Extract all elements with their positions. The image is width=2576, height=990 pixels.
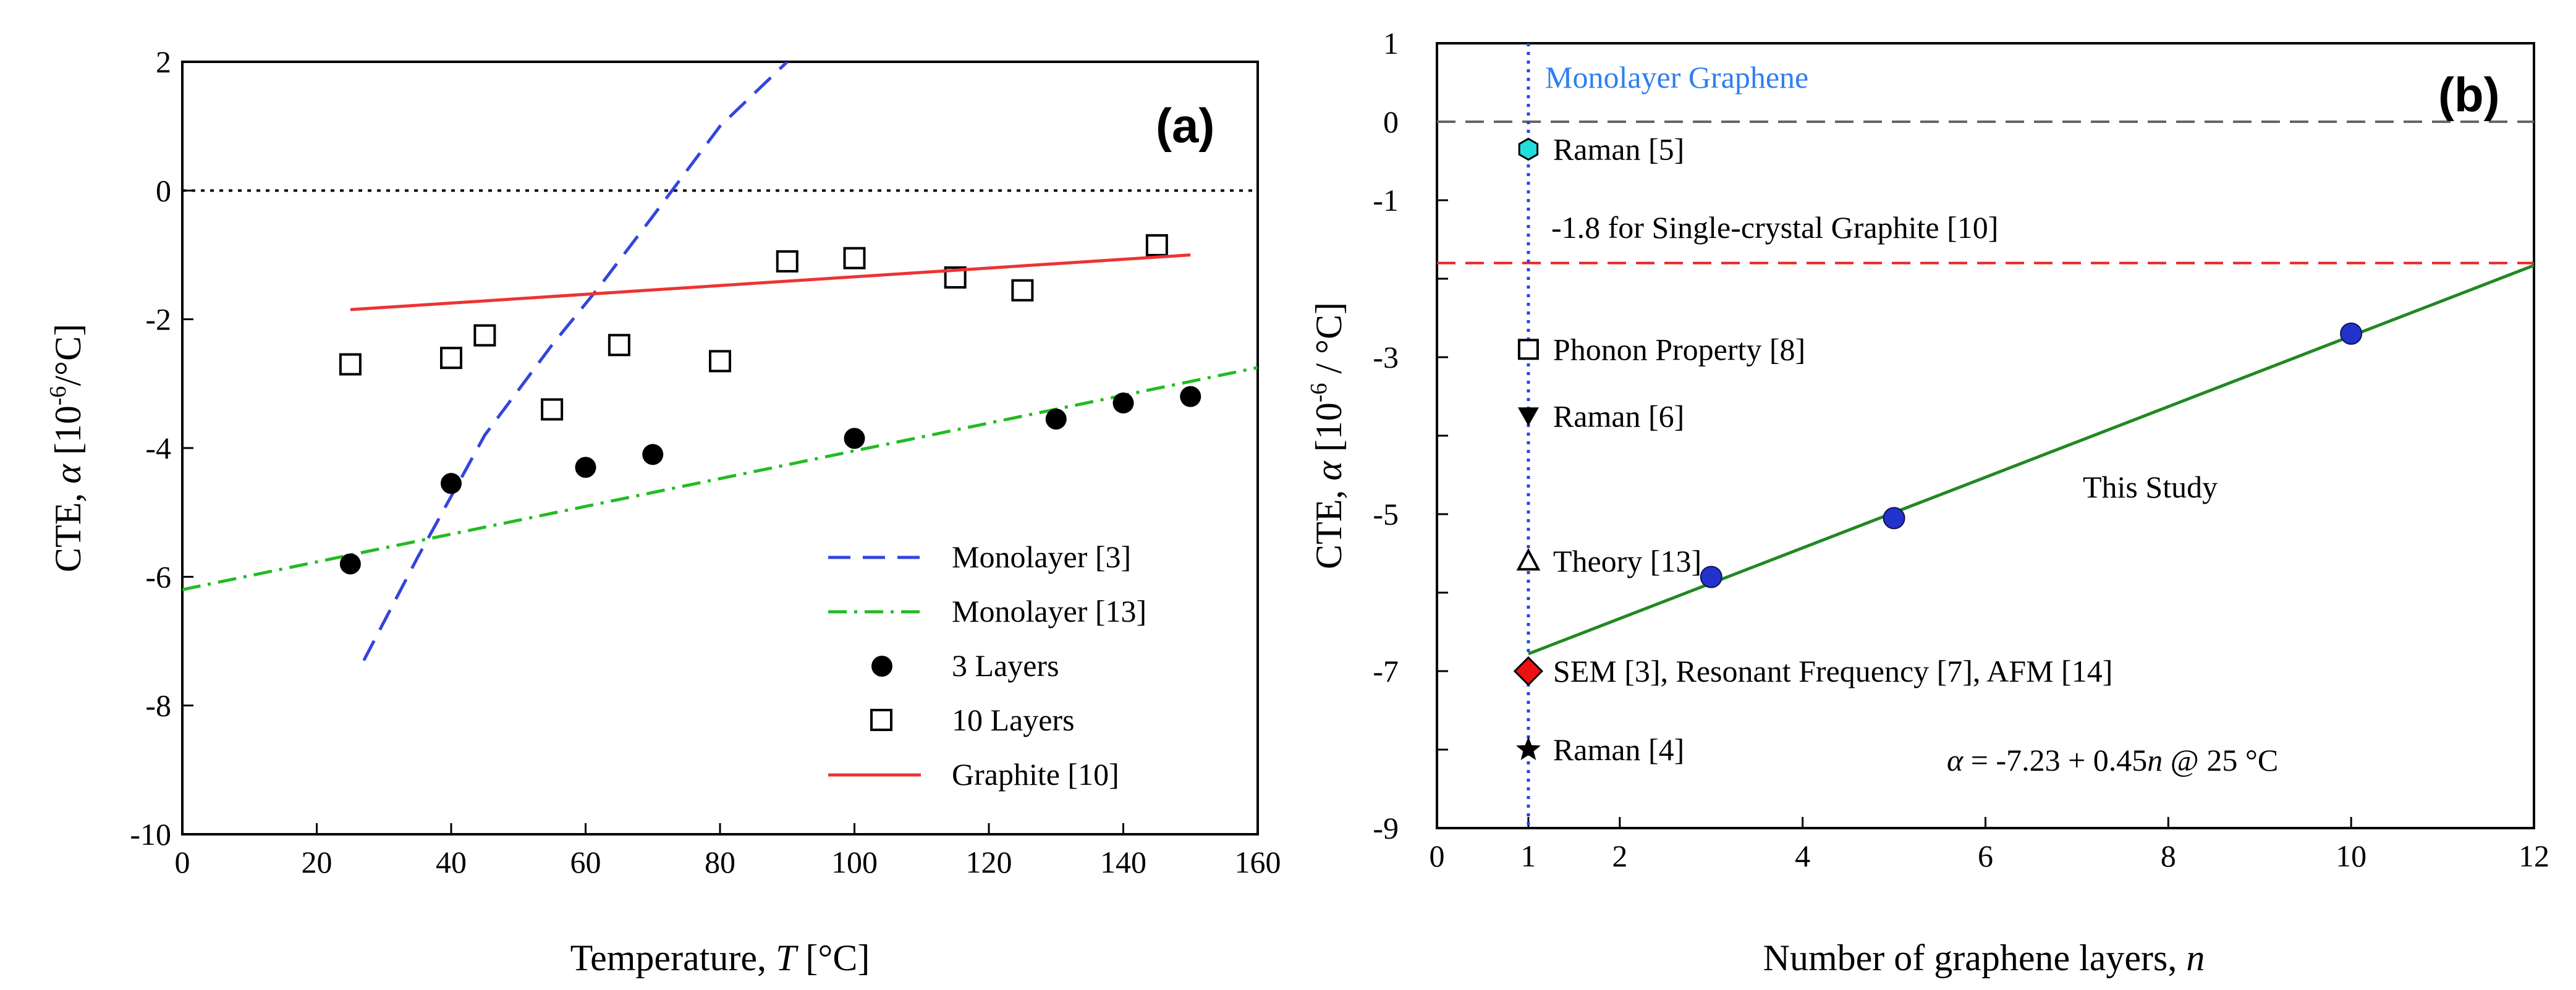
10-layers-point	[440, 347, 462, 370]
x-tick-label: 120	[966, 845, 1012, 879]
legend-monolayer3-label: Monolayer [3]	[952, 539, 1131, 574]
y-tick-label: -1	[1373, 183, 1399, 218]
y-tick-label: -7	[1373, 654, 1399, 688]
panel-a-frame	[181, 61, 1259, 836]
x-tick-label: 10	[2336, 839, 2366, 873]
x-tick-label: 20	[302, 845, 333, 879]
legend-10layers-marker	[870, 709, 892, 731]
legend-graphite-label: Graphite [10]	[952, 757, 1119, 792]
x-tick-label: 4	[1795, 839, 1810, 873]
3-layers-point	[1112, 392, 1134, 414]
10-layers-point	[339, 353, 362, 376]
panel-b-y-axis-label: CTE, α [10-6 / °C]	[1306, 302, 1349, 569]
10-layers-point	[776, 250, 799, 273]
legend-3layers-marker	[871, 656, 892, 677]
3-layers-point	[642, 444, 664, 465]
graphite-10-line	[350, 253, 1191, 311]
panel-b-points: Raman [5] Phonon Property [8] Raman [6] The…	[1513, 132, 2363, 767]
x-tick-label: 6	[1978, 839, 1993, 873]
y-tick-label: -2	[145, 302, 171, 337]
y-tick-label: 0	[1383, 104, 1399, 139]
x-tick-label: 1	[1520, 839, 1536, 873]
3-layers-point	[844, 428, 865, 449]
fit-equation: α = -7.23 + 0.45n @ 25 °C	[1947, 743, 2278, 777]
panel-b-reference-lines	[1437, 43, 2534, 828]
3-layers-point	[1045, 408, 1067, 430]
this-study-label: This Study	[2083, 470, 2218, 504]
y-tick-label: 1	[1383, 26, 1399, 61]
3-layers-point	[1180, 386, 1201, 407]
x-tick-label: 60	[570, 845, 601, 879]
x-tick-label: 12	[2519, 839, 2549, 873]
linear-fit-line	[1528, 264, 2535, 656]
x-tick-label: 140	[1100, 845, 1146, 879]
10-layers-point	[709, 350, 731, 373]
y-tick-label: 2	[156, 44, 171, 79]
panel-b-label: (b)	[2438, 67, 2500, 122]
raman-6-marker	[1517, 407, 1539, 426]
3-layers-point	[575, 457, 596, 478]
10-layers-point	[843, 247, 866, 269]
x-tick-label: 0	[1430, 839, 1445, 873]
x-tick-label: 80	[705, 845, 735, 879]
this-study-point	[1883, 507, 1905, 530]
raman-4-marker	[1515, 737, 1541, 760]
3-layers-point	[441, 473, 462, 494]
y-tick-label: -5	[1373, 497, 1399, 531]
literature-point-label: Phonon Property [8]	[1553, 332, 1805, 366]
literature-point-label: Raman [6]	[1553, 399, 1684, 433]
10-layers-point	[541, 398, 564, 421]
x-tick-label: 8	[2161, 839, 2176, 873]
literature-point-label: Raman [4]	[1553, 732, 1684, 767]
y-tick-label: -6	[145, 559, 171, 594]
10-layers-point	[473, 324, 496, 347]
x-tick-label: 2	[1612, 839, 1627, 873]
10-layers-point	[1011, 279, 1034, 302]
this-study-point	[1700, 565, 1722, 588]
x-tick-label: 40	[436, 845, 467, 879]
y-tick-label: -4	[145, 431, 171, 465]
y-tick-label: -10	[130, 817, 171, 852]
raman-5-marker	[1518, 137, 1539, 161]
literature-point-label: Raman [5]	[1553, 132, 1684, 166]
literature-point-label: Theory [13]	[1553, 544, 1701, 578]
monolayer-graphene-label: Monolayer Graphene	[1545, 60, 1808, 95]
x-tick-label: 0	[175, 845, 190, 879]
panel-a-series	[182, 62, 1258, 661]
panel-a-x-axis-label: Temperature, T [°C]	[570, 937, 870, 978]
single-crystal-graphite-label: -1.8 for Single-crystal Graphite [10]	[1551, 210, 1998, 245]
panel-a-label: (a)	[1156, 98, 1214, 153]
theory-marker	[1516, 548, 1541, 571]
legend-10layers-label: 10 Layers	[952, 703, 1075, 737]
this-study-point	[2340, 322, 2363, 345]
y-tick-label: -9	[1373, 811, 1399, 845]
panel-b-x-axis-label: Number of graphene layers, n	[1763, 937, 2205, 978]
panel-a-y-axis-label: CTE, α [10-6/°C]	[45, 324, 88, 572]
sem-afm-marker	[1513, 656, 1544, 687]
legend-3layers-label: 3 Layers	[952, 648, 1059, 683]
x-tick-label: 160	[1235, 845, 1281, 879]
y-tick-label: -8	[145, 688, 171, 723]
y-tick-label: 0	[156, 173, 171, 208]
x-tick-label: 100	[831, 845, 878, 879]
panel-b-fit-line	[1528, 264, 2535, 656]
10-layers-point	[1145, 234, 1168, 256]
panel-a-legend: Monolayer [3] Monolayer [13] 3 Layers 10…	[828, 539, 1146, 792]
legend-monolayer13-label: Monolayer [13]	[952, 594, 1146, 628]
10-layers-point	[608, 334, 630, 357]
literature-point-label: SEM [3], Resonant Frequency [7], AFM [14…	[1553, 654, 2112, 688]
y-tick-label: -3	[1373, 340, 1399, 374]
phonon-property-marker	[1517, 339, 1539, 360]
3-layers-point	[339, 553, 361, 575]
monolayer-3-line	[362, 62, 789, 661]
monolayer-13-line	[182, 366, 1258, 591]
